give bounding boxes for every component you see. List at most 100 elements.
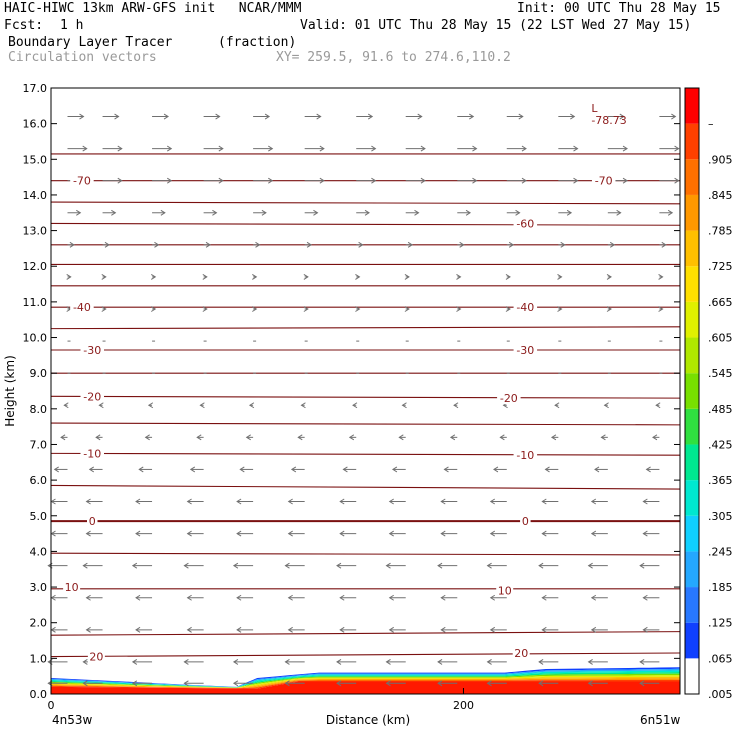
circulation-vector bbox=[493, 466, 507, 473]
circulation-vector bbox=[203, 177, 224, 184]
circulation-vector bbox=[404, 306, 410, 312]
circulation-vector bbox=[486, 562, 507, 569]
fcst-label: Fcst: bbox=[4, 18, 44, 33]
colorbar-swatch bbox=[685, 515, 699, 552]
colorbar-label: .245 bbox=[708, 545, 733, 558]
circulation-vector bbox=[505, 274, 511, 280]
circulation-vector bbox=[303, 306, 309, 312]
circulation-vector bbox=[437, 680, 458, 687]
y-tick-label: 16.0 bbox=[23, 118, 48, 131]
circulation-vector bbox=[398, 434, 406, 441]
circulation-vector bbox=[457, 241, 465, 248]
circulation-vector bbox=[388, 530, 406, 537]
colorbar-label: .845 bbox=[708, 189, 733, 202]
colorbar-swatch bbox=[685, 266, 699, 302]
circulation-vector bbox=[131, 658, 153, 665]
isotherm-label: -10 bbox=[83, 447, 101, 460]
circulation-vector bbox=[203, 241, 211, 248]
circulation-vector bbox=[506, 145, 527, 152]
x-axis-label: Distance (km) bbox=[326, 713, 410, 727]
circulation-vector bbox=[607, 209, 622, 216]
circulation-vector bbox=[85, 594, 103, 601]
circulation-vector bbox=[587, 562, 608, 569]
circulation-vector bbox=[304, 177, 325, 184]
circulation-vector bbox=[232, 562, 254, 569]
circulation-vector bbox=[183, 680, 204, 687]
circulation-vector bbox=[550, 434, 559, 441]
circulation-vector bbox=[356, 145, 377, 152]
y-tick-label: 13.0 bbox=[23, 225, 48, 238]
y-tick-label: 8.0 bbox=[30, 403, 48, 416]
circulation-vector bbox=[443, 466, 458, 473]
isotherm--5 bbox=[50, 484, 681, 490]
circulation-vector bbox=[101, 306, 107, 312]
isotherm-label: -20 bbox=[83, 390, 101, 403]
colorbar-swatch bbox=[685, 337, 699, 374]
circulation-vector bbox=[642, 626, 660, 633]
circulation-vector bbox=[659, 177, 680, 184]
circulation-vector bbox=[642, 530, 660, 537]
circulation-vector bbox=[486, 658, 507, 665]
circulation-vector bbox=[538, 658, 559, 665]
circulation-vector bbox=[506, 241, 515, 248]
circulation-vector bbox=[150, 274, 157, 280]
colorbar-swatch bbox=[685, 230, 699, 267]
circulation-vector bbox=[284, 562, 305, 569]
colorbar-swatch bbox=[685, 301, 699, 338]
y-axis-label: Height (km) bbox=[3, 355, 17, 426]
field1-name: Boundary Layer Tracer bbox=[8, 35, 173, 50]
circulation-vector bbox=[558, 209, 573, 216]
isotherm-5 bbox=[50, 552, 681, 556]
y-tick-label: 2.0 bbox=[30, 617, 48, 630]
circulation-vector bbox=[290, 466, 305, 473]
isotherm-label: -30 bbox=[83, 344, 101, 357]
circulation-vector bbox=[336, 658, 357, 665]
circulation-vector bbox=[606, 274, 612, 280]
circulation-vector bbox=[342, 466, 357, 473]
circulation-vector bbox=[658, 274, 664, 280]
circulation-vector bbox=[284, 680, 305, 687]
min-marker-value: -78.73 bbox=[591, 114, 626, 127]
isotherm-label: 0 bbox=[89, 515, 96, 528]
valid-time: Valid: 01 UTC Thu 28 May 15 (22 LST Wed … bbox=[300, 18, 692, 33]
circulation-vector bbox=[388, 626, 406, 633]
circulation-vector bbox=[102, 177, 123, 184]
circulation-vector bbox=[457, 209, 472, 216]
circulation-vector bbox=[152, 177, 173, 184]
y-tick-label: 14.0 bbox=[23, 189, 48, 202]
colorbar-swatch bbox=[685, 159, 699, 195]
y-tick-label: 6.0 bbox=[30, 474, 48, 487]
isotherm--35 bbox=[50, 326, 681, 330]
colorbar-label: – bbox=[708, 118, 714, 131]
circulation-vector bbox=[639, 658, 660, 665]
circulation-vector bbox=[252, 306, 258, 312]
tracer-band bbox=[51, 678, 680, 689]
colorbar-swatch bbox=[685, 123, 699, 160]
y-tick-label: 17.0 bbox=[23, 82, 48, 95]
y-tick-label: 1.0 bbox=[30, 652, 48, 665]
circulation-vector bbox=[186, 498, 204, 505]
circulation-vector bbox=[202, 306, 208, 312]
circulation-vector bbox=[352, 402, 358, 409]
circulation-vector bbox=[385, 658, 406, 665]
circulation-vector bbox=[339, 498, 357, 505]
isotherm-label: -60 bbox=[516, 217, 534, 230]
circulation-vector bbox=[297, 434, 305, 441]
circulation-vector bbox=[557, 306, 563, 312]
circulation-vector bbox=[655, 402, 661, 409]
circulation-vector bbox=[659, 241, 667, 248]
x-start-label: 4n53w bbox=[52, 713, 93, 727]
circulation-vector bbox=[232, 658, 254, 665]
colorbar-label: .605 bbox=[708, 332, 733, 345]
circulation-vector bbox=[538, 680, 559, 687]
circulation-vector bbox=[558, 113, 576, 120]
colorbar-swatch bbox=[685, 480, 699, 516]
circulation-vector bbox=[652, 434, 660, 441]
y-tick-label: 5.0 bbox=[30, 510, 48, 523]
circulation-vector bbox=[50, 498, 68, 505]
circulation-vector bbox=[505, 306, 511, 312]
tracer-band bbox=[51, 667, 680, 687]
isotherm-label: -10 bbox=[516, 449, 534, 462]
circulation-vector bbox=[506, 177, 527, 184]
